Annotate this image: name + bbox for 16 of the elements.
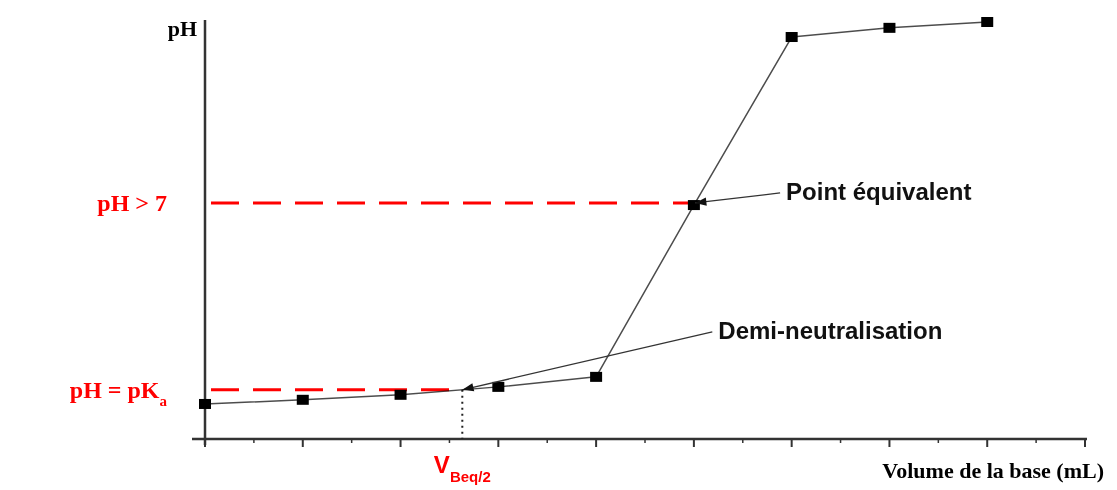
point bbox=[394, 389, 407, 400]
point bbox=[981, 17, 994, 27]
y-axis-title: pH bbox=[167, 16, 197, 41]
annotation: Demi-neutralisation bbox=[718, 316, 943, 344]
point bbox=[296, 394, 309, 405]
point bbox=[492, 381, 505, 392]
point bbox=[785, 32, 798, 43]
point bbox=[687, 200, 700, 211]
ref-line-label: pH > 7 bbox=[97, 189, 167, 216]
annotation: Point équivalent bbox=[786, 177, 972, 205]
x-axis-title: Volume de la base (mL) bbox=[882, 458, 1104, 483]
point bbox=[590, 371, 603, 382]
text: V$_{Beq/2}$ bbox=[433, 451, 491, 485]
point bbox=[883, 22, 896, 33]
ref-line-label: pH = pK$_{a}$ bbox=[69, 376, 168, 409]
point bbox=[199, 398, 211, 409]
